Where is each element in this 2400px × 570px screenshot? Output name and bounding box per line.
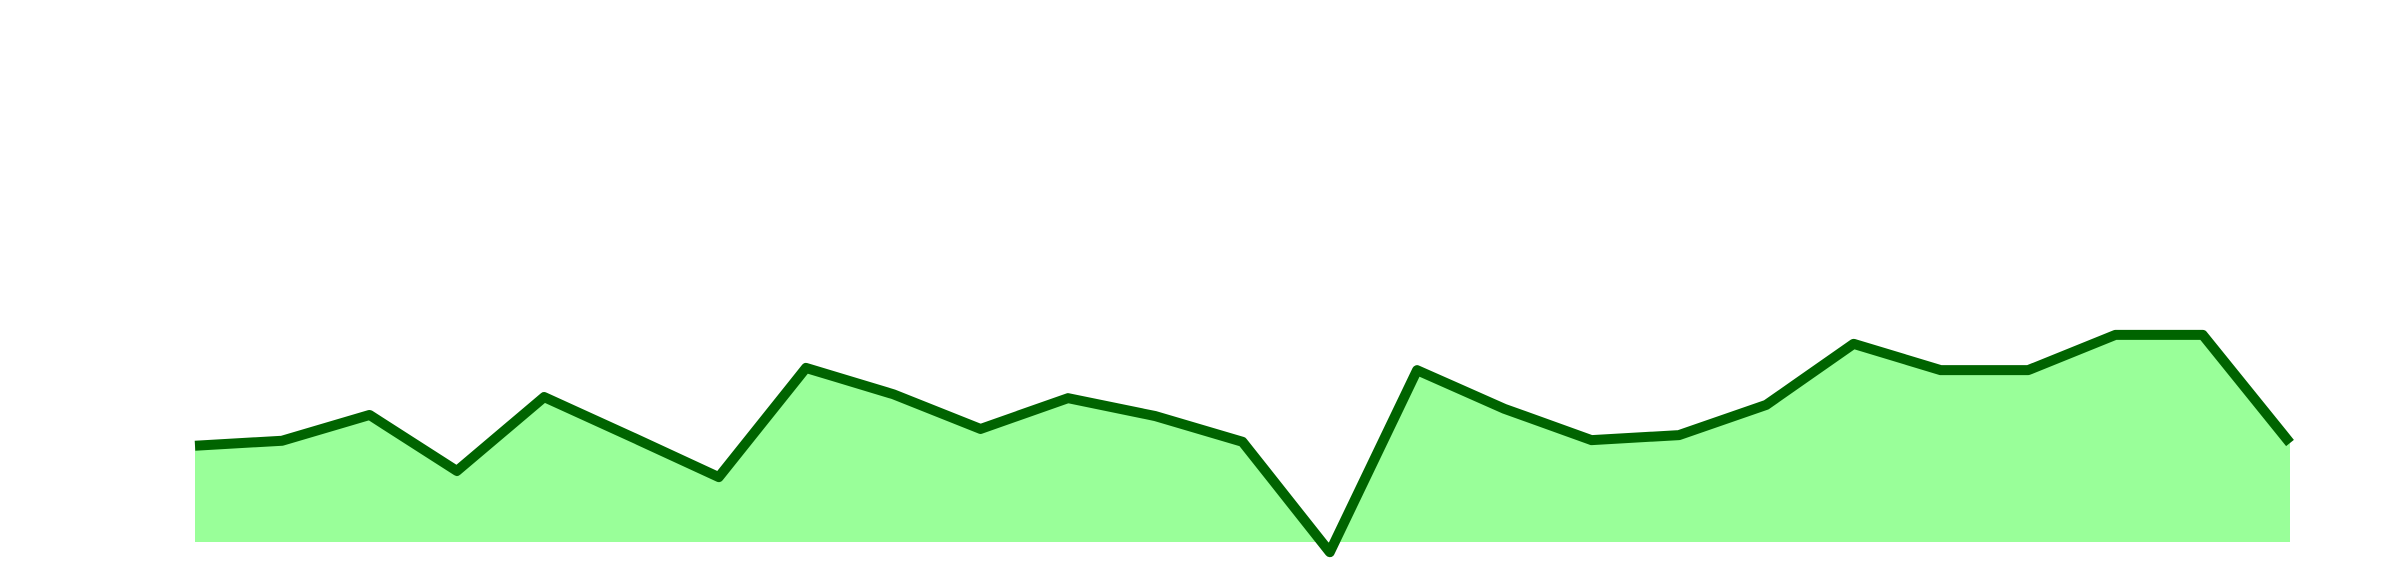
line xyxy=(194,329,2294,558)
